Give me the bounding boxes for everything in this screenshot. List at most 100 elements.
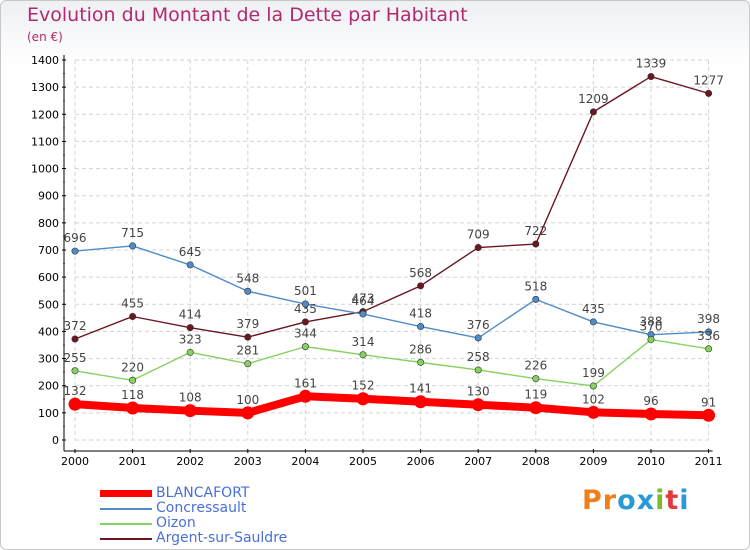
data-label-oizon: 281 — [236, 344, 259, 358]
x-tick-label: 2006 — [407, 455, 435, 468]
y-tick-label: 1200 — [31, 108, 59, 121]
data-label-oizon: 323 — [179, 332, 202, 346]
data-point-blancafort — [68, 397, 82, 411]
data-label-argent-sur-sauldre: 455 — [121, 297, 144, 311]
logo-letter: i — [655, 485, 666, 516]
data-point-blancafort — [529, 401, 543, 415]
legend-label: Concressault — [156, 500, 247, 516]
proxiti-logo: Proxiti — [582, 485, 690, 516]
data-label-blancafort: 118 — [121, 388, 144, 402]
data-label-concressault: 435 — [582, 302, 605, 316]
y-tick-label: 0 — [52, 434, 59, 447]
data-point-argent-sur-sauldre — [301, 318, 309, 326]
series-line-blancafort — [71, 392, 713, 420]
data-point-concressault — [589, 318, 597, 326]
data-label-concressault: 501 — [294, 284, 317, 298]
data-point-blancafort — [644, 407, 658, 421]
data-point-argent-sur-sauldre — [244, 333, 252, 341]
y-tick-label: 300 — [38, 353, 59, 366]
data-label-oizon: 344 — [294, 327, 317, 341]
data-label-oizon: 336 — [697, 329, 720, 343]
legend-label: Argent-sur-Sauldre — [156, 530, 288, 546]
legend-item: BLANCAFORT — [100, 486, 287, 501]
data-label-blancafort: 132 — [64, 384, 87, 398]
x-tick-label: 2001 — [119, 455, 147, 468]
logo-letter: x — [636, 485, 656, 516]
data-label-blancafort: 152 — [352, 379, 375, 393]
data-point-blancafort — [356, 392, 370, 406]
data-point-argent-sur-sauldre — [589, 108, 597, 116]
data-point-oizon — [589, 382, 597, 390]
data-point-concressault — [474, 334, 482, 342]
data-label-oizon: 199 — [582, 366, 605, 380]
data-label-argent-sur-sauldre: 473 — [352, 292, 375, 306]
data-point-argent-sur-sauldre — [186, 324, 194, 332]
data-point-blancafort — [702, 408, 716, 422]
y-tick-label: 500 — [38, 298, 59, 311]
data-point-oizon — [186, 348, 194, 356]
data-point-concressault — [417, 323, 425, 331]
data-point-concressault — [301, 300, 309, 308]
data-point-concressault — [71, 247, 79, 255]
legend-swatch — [100, 538, 152, 540]
data-label-argent-sur-sauldre: 1277 — [693, 73, 724, 87]
x-tick-label: 2000 — [61, 455, 89, 468]
x-tick-label: 2007 — [464, 455, 492, 468]
data-label-oizon: 255 — [64, 351, 87, 365]
data-point-blancafort — [241, 406, 255, 420]
data-point-oizon — [244, 360, 252, 368]
data-label-argent-sur-sauldre: 1209 — [578, 92, 609, 106]
data-label-blancafort: 102 — [582, 392, 605, 406]
data-point-oizon — [129, 376, 137, 384]
data-label-blancafort: 100 — [236, 393, 259, 407]
data-point-oizon — [647, 336, 655, 344]
chart-legend: BLANCAFORT Concressault Oizon Argent-sur-Sa… — [100, 486, 287, 546]
data-label-argent-sur-sauldre: 722 — [524, 224, 547, 238]
data-point-argent-sur-sauldre — [474, 244, 482, 252]
data-point-argent-sur-sauldre — [417, 282, 425, 290]
data-point-argent-sur-sauldre — [129, 312, 137, 320]
data-label-blancafort: 96 — [643, 394, 658, 408]
data-label-blancafort: 91 — [701, 395, 716, 409]
series-line-concressault — [74, 245, 710, 339]
data-label-concressault: 645 — [179, 245, 202, 259]
chart-title: Evolution du Montant de la Dette par Hab… — [27, 4, 468, 26]
data-point-argent-sur-sauldre — [71, 335, 79, 343]
x-tick-label: 2002 — [176, 455, 204, 468]
data-label-concressault: 715 — [121, 226, 144, 240]
data-point-oizon — [417, 358, 425, 366]
logo-letter: i — [679, 485, 690, 516]
data-point-blancafort — [414, 395, 428, 409]
logo-letter: r — [602, 485, 618, 516]
data-point-oizon — [301, 343, 309, 351]
data-point-concressault — [129, 242, 137, 250]
data-point-concressault — [705, 328, 713, 336]
legend-swatch — [100, 508, 152, 510]
series-line-oizon — [74, 338, 710, 387]
data-point-oizon — [705, 345, 713, 353]
data-label-concressault: 398 — [697, 312, 720, 326]
data-point-blancafort — [471, 398, 485, 412]
data-point-oizon — [359, 351, 367, 359]
legend-item: Concressault — [100, 501, 287, 516]
data-label-blancafort: 130 — [467, 385, 490, 399]
data-label-oizon: 286 — [409, 342, 432, 356]
data-label-blancafort: 108 — [179, 391, 202, 405]
data-label-concressault: 548 — [236, 271, 259, 285]
data-point-argent-sur-sauldre — [647, 73, 655, 81]
y-tick-label: 1000 — [31, 163, 59, 176]
logo-letter: o — [617, 485, 637, 516]
data-point-blancafort — [586, 405, 600, 419]
x-tick-label: 2003 — [234, 455, 262, 468]
x-tick-label: 2011 — [695, 455, 723, 468]
legend-label: BLANCAFORT — [156, 485, 250, 501]
data-point-argent-sur-sauldre — [705, 89, 713, 97]
data-label-argent-sur-sauldre: 1339 — [636, 57, 667, 71]
data-label-argent-sur-sauldre: 379 — [236, 317, 259, 331]
x-tick-label: 2005 — [349, 455, 377, 468]
y-tick-label: 200 — [38, 380, 59, 393]
x-tick-label: 2009 — [579, 455, 607, 468]
data-label-oizon: 314 — [352, 335, 375, 349]
data-label-concressault: 376 — [467, 318, 490, 332]
data-label-concressault: 696 — [64, 231, 87, 245]
